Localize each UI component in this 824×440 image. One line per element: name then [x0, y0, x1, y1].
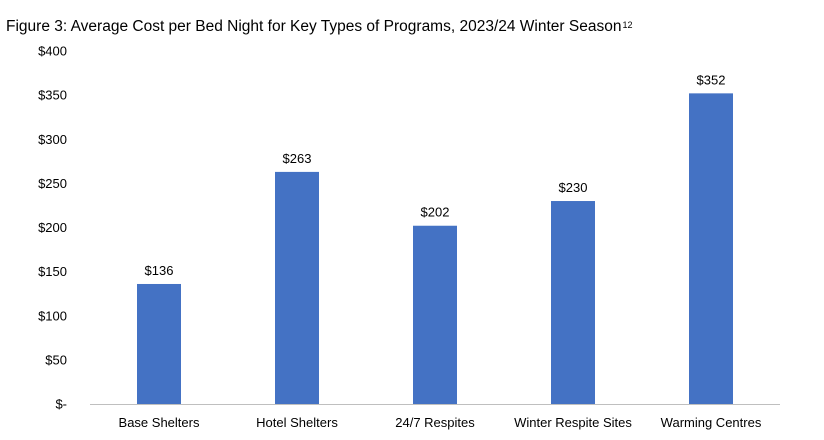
x-axis-category-labels: Base Shelters Hotel Shelters 24/7 Respites…: [119, 415, 762, 430]
bar-value-label: $263: [283, 151, 312, 166]
y-tick-label: $150: [38, 264, 67, 279]
y-tick-label: $400: [38, 44, 67, 59]
x-category-label: Base Shelters: [119, 415, 200, 430]
bar: [137, 283, 181, 404]
y-tick-label: $-: [55, 397, 67, 412]
bar: [413, 225, 457, 404]
y-tick-label: $350: [38, 88, 67, 103]
data-labels: $136 $263 $202 $230 $352: [145, 72, 726, 278]
bar: [689, 93, 733, 405]
y-tick-label: $250: [38, 176, 67, 191]
chart-title: Figure 3: Average Cost per Bed Night for…: [6, 18, 632, 36]
x-category-label: Hotel Shelters: [256, 415, 338, 430]
bar: [551, 201, 595, 404]
bar-value-label: $202: [421, 205, 450, 220]
bar-value-label: $352: [697, 72, 726, 87]
chart-title-text: Figure 3: Average Cost per Bed Night for…: [6, 18, 622, 35]
x-category-label: Winter Respite Sites: [514, 415, 632, 430]
x-category-label: 24/7 Respites: [395, 415, 475, 430]
title-footnote-marker: 12: [622, 20, 633, 30]
bar-value-label: $230: [559, 180, 588, 195]
bar-series: [137, 93, 733, 405]
y-tick-label: $300: [38, 132, 67, 147]
y-tick-label: $200: [38, 220, 67, 235]
bar: [275, 171, 319, 404]
y-tick-label: $50: [45, 352, 67, 367]
bar-value-label: $136: [145, 263, 174, 278]
x-category-label: Warming Centres: [661, 415, 762, 430]
y-axis-ticks: $- $50 $100 $150 $200 $250 $300 $350 $400: [38, 44, 67, 412]
y-tick-label: $100: [38, 308, 67, 323]
